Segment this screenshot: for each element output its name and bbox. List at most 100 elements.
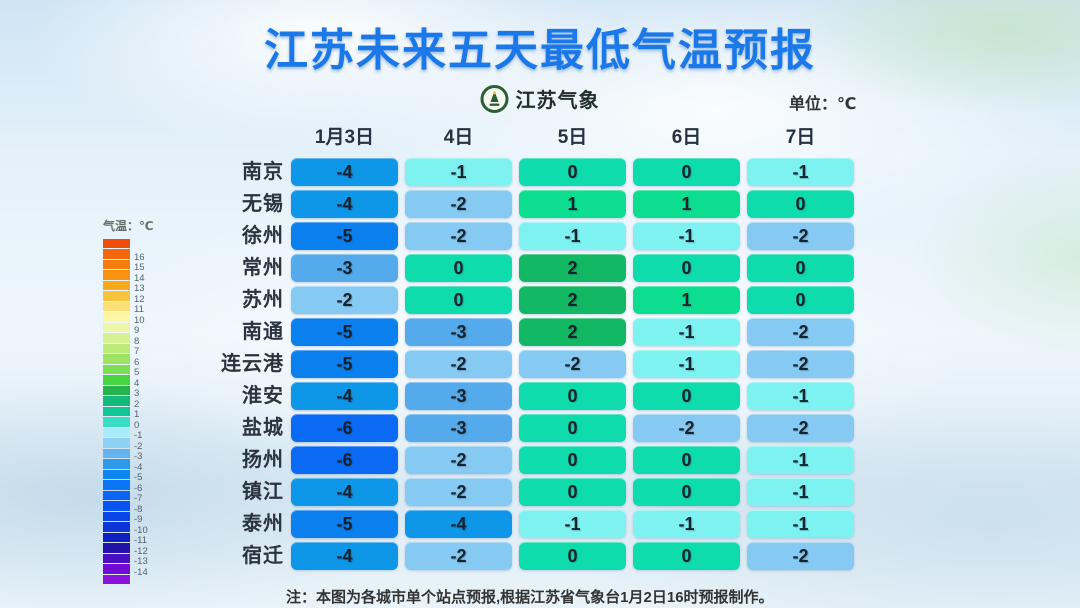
table-row: 徐州 -5 -2 -1 -1 -2: [180, 222, 854, 250]
legend-label: 14: [134, 272, 145, 284]
legend-item: 13: [103, 280, 154, 294]
legend-item: 8: [103, 333, 154, 346]
temp-cell: -2: [291, 286, 398, 314]
legend-item: 5: [103, 364, 154, 379]
temp-cell: 0: [747, 190, 854, 218]
legend-label: -12: [134, 545, 148, 557]
legend-item: 6: [103, 354, 154, 367]
legend-swatch: [103, 553, 130, 563]
legend-swatch: [103, 238, 130, 248]
legend-item: -7: [103, 490, 154, 504]
temp-cell: 0: [405, 254, 512, 282]
legend-swatch: [103, 291, 130, 301]
legend-label: 15: [134, 262, 145, 274]
brand: 江苏气象: [480, 84, 600, 113]
legend-label: 3: [134, 388, 140, 400]
temp-cell: -2: [405, 478, 512, 506]
column-header: 7日: [785, 127, 816, 148]
legend-item: [103, 238, 154, 249]
legend-label: -3: [134, 451, 143, 463]
legend-item: 15: [103, 259, 154, 274]
legend-item: -10: [103, 522, 154, 535]
table-row: 常州 -3 0 2 0 0: [180, 254, 854, 282]
temp-cell: 0: [633, 542, 740, 570]
temp-cell: -1: [747, 382, 854, 410]
city-label: 连云港: [221, 353, 284, 375]
temp-cell: -5: [291, 350, 398, 378]
city-label: 南通: [242, 321, 284, 343]
legend-item: 9: [103, 322, 154, 336]
legend-label: -14: [134, 566, 148, 578]
temp-cell: 1: [633, 190, 740, 218]
legend-label: 5: [134, 367, 140, 379]
temp-cell: -1: [633, 510, 740, 538]
temp-cell: 2: [519, 318, 626, 346]
temp-cell: 0: [747, 254, 854, 282]
temp-cell: -1: [405, 158, 512, 186]
temp-cell: 0: [519, 158, 626, 186]
legend-item: -13: [103, 553, 154, 567]
legend-swatch: [103, 354, 130, 364]
table-row: 淮安 -4 -3 0 0 -1: [180, 382, 854, 410]
legend-label: -1: [134, 430, 143, 442]
legend-label: -11: [134, 535, 148, 547]
legend-label: -8: [134, 503, 143, 515]
legend-item: -2: [103, 438, 154, 451]
temp-cell: -2: [405, 190, 512, 218]
legend-label: 1: [134, 409, 140, 421]
legend-label: 10: [134, 314, 145, 326]
table-row: 镇江 -4 -2 0 0 -1: [180, 478, 854, 506]
temp-cell: 0: [519, 542, 626, 570]
legend-item: -12: [103, 543, 154, 557]
temp-cell: -2: [747, 318, 854, 346]
legend-item: -14: [103, 564, 154, 578]
column-header: 5日: [557, 127, 588, 148]
temp-cell: -4: [291, 478, 398, 506]
temp-cell: -2: [405, 542, 512, 570]
column-header: 1月3日: [314, 127, 375, 148]
temp-cell: -1: [747, 158, 854, 186]
legend-label: -4: [134, 461, 143, 473]
legend-label: 7: [134, 346, 140, 358]
legend-swatch: [103, 375, 130, 385]
legend-swatch: [103, 427, 130, 437]
temp-cell: 0: [519, 382, 626, 410]
temp-cell: 0: [633, 446, 740, 474]
table-row: 南通 -5 -3 2 -1 -2: [180, 318, 854, 346]
city-label: 常州: [242, 257, 284, 279]
legend-title: 气温：℃: [103, 219, 154, 233]
legend-swatch: [103, 312, 130, 322]
legend-swatch: [103, 469, 130, 479]
legend-item: 1: [103, 406, 154, 421]
legend-swatch: [103, 448, 130, 458]
legend-swatch: [103, 522, 130, 532]
legend-swatch: [103, 564, 130, 574]
temp-cell: 0: [633, 254, 740, 282]
temp-cell: -4: [405, 510, 512, 538]
legend-swatch: [103, 301, 130, 311]
table-row: 苏州 -2 0 2 1 0: [180, 286, 854, 314]
temp-cell: 0: [519, 446, 626, 474]
temp-cell: -1: [519, 510, 626, 538]
table-row: 南京 -4 -1 0 0 -1: [180, 158, 854, 186]
legend-swatch: [103, 543, 130, 553]
legend-label: 2: [134, 398, 140, 410]
legend-swatch: [103, 501, 130, 511]
temp-cell: -1: [633, 350, 740, 378]
legend-item: -8: [103, 501, 154, 515]
table-row: 宿迁 -4 -2 0 0 -2: [180, 542, 854, 570]
temp-cell: -2: [519, 350, 626, 378]
legend-label: 12: [134, 293, 145, 305]
legend-item: -9: [103, 511, 154, 525]
temp-cell: -5: [291, 510, 398, 538]
legend-label: 16: [134, 251, 145, 263]
temp-cell: 1: [633, 286, 740, 314]
temp-cell: -2: [405, 446, 512, 474]
temp-cell: 0: [405, 286, 512, 314]
table-row: 连云港 -5 -2 -2 -1 -2: [180, 350, 854, 378]
legend-swatch: [103, 532, 130, 542]
legend-swatch: [103, 406, 130, 416]
legend-swatch: [103, 280, 130, 290]
legend-item: 4: [103, 375, 154, 388]
